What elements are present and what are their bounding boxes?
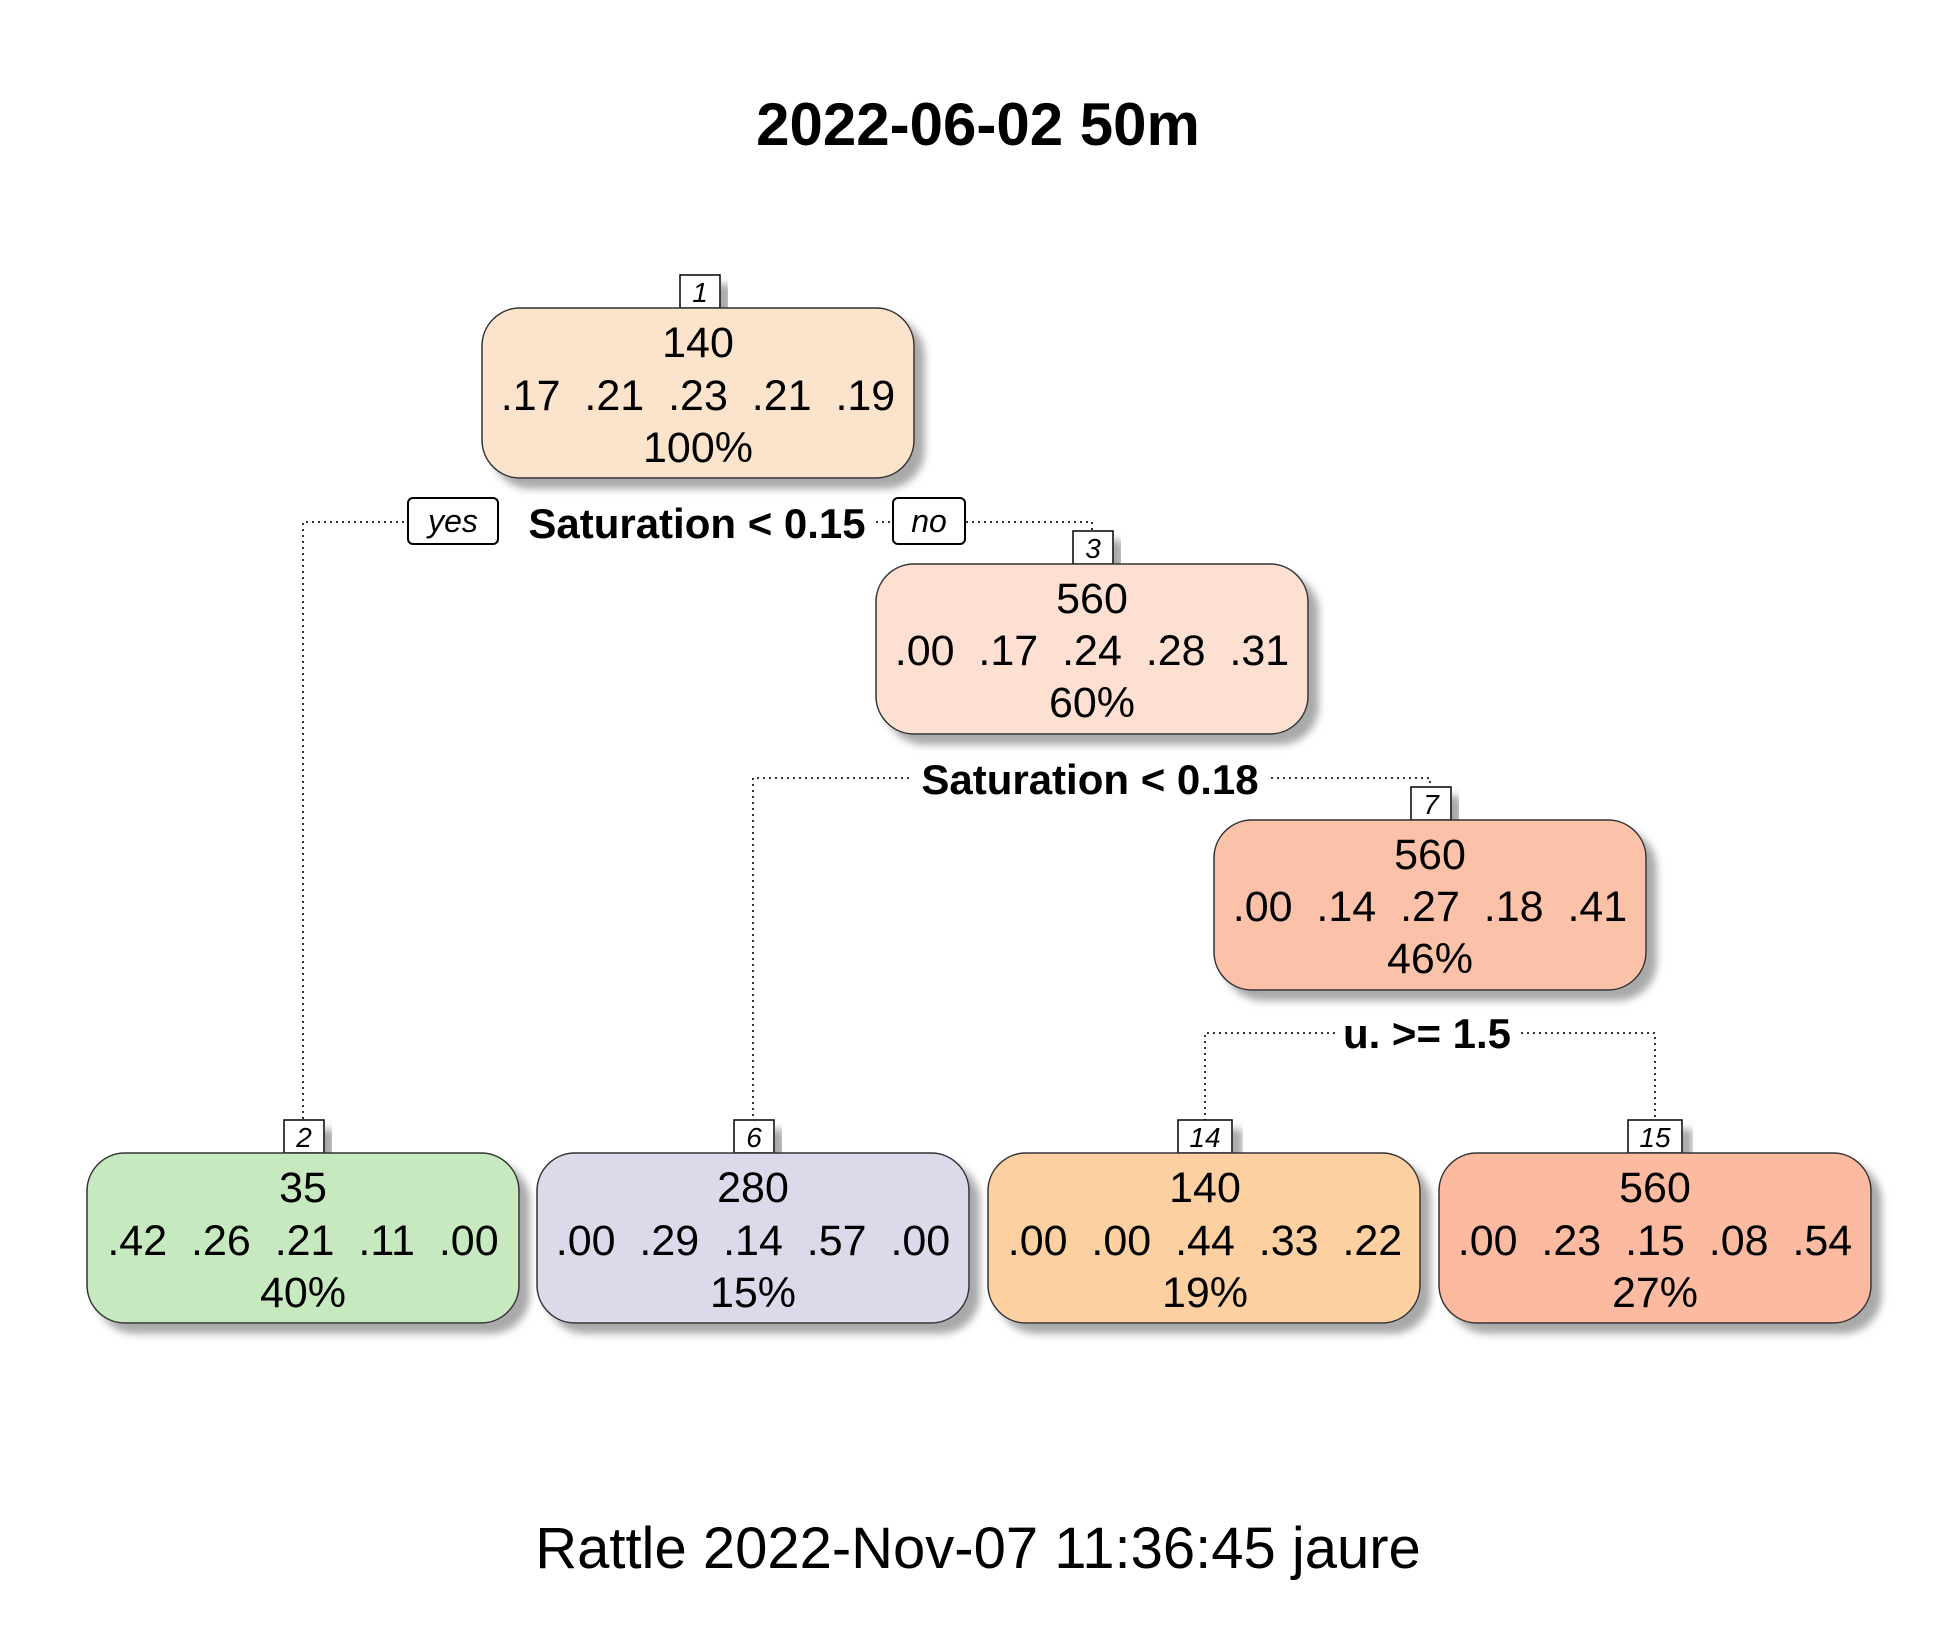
node-box [1213,819,1647,991]
node-value: 140 [662,319,734,367]
node-id-box [733,1119,775,1154]
node-value: 560 [1394,831,1466,879]
branch-no-text: no [911,503,947,539]
node-value: 140 [1169,1164,1241,1212]
node-box [875,563,1309,735]
split-bg-1 [520,498,872,548]
edge-7-15 [1515,1032,1656,1125]
node-probabilities: .17 .21 .23 .21 .19 [501,372,895,420]
node-percent: 27% [1612,1269,1698,1317]
node-probabilities: .00 .29 .14 .57 .00 [556,1217,950,1265]
node-percent: 100% [643,424,753,472]
branch-no-label: no [892,497,966,545]
tree-node-15: 15 560 .00 .23 .15 .08 .54 27% [1438,1119,1872,1324]
node-id-box [1410,786,1452,821]
node-percent: 19% [1162,1269,1248,1317]
tree-node-14: 14 140 .00 .00 .44 .33 .22 19% [987,1119,1421,1324]
node-id-box [1627,1119,1683,1154]
node-probabilities: .00 .23 .15 .08 .54 [1458,1217,1852,1265]
tree-node-1: 1 140 .17 .21 .23 .21 .19 100% [481,274,915,479]
tree-node-3: 3 560 .00 .17 .24 .28 .31 60% [875,530,1309,735]
node-percent: 60% [1049,679,1135,727]
node-probabilities: .00 .00 .44 .33 .22 [1008,1217,1402,1265]
node-value: 280 [717,1164,789,1212]
node-id-label: 6 [746,1122,762,1153]
node-id-box [283,1119,325,1154]
split-bg-3 [912,754,1267,804]
branch-yes-box [407,497,499,545]
branch-yes-label: yes [407,497,499,545]
split-bg-7 [1337,1008,1517,1058]
node-percent: 40% [260,1269,346,1317]
node-box [987,1152,1421,1324]
tree-node-2: 2 35 .42 .26 .21 .11 .00 40% [86,1119,520,1324]
node-id-label: 3 [1085,533,1101,564]
edge-7-14 [1204,1032,1335,1125]
edge-3-7 [1265,777,1431,786]
split-label-node-3: Saturation < 0.18 [921,756,1258,803]
node-box [86,1152,520,1324]
node-probabilities: .42 .26 .21 .11 .00 [107,1217,498,1265]
tree-node-7: 7 560 .00 .14 .27 .18 .41 46% [1213,786,1647,991]
node-box [481,307,915,479]
edge-3-6 [752,777,915,1125]
node-value: 560 [1056,575,1128,623]
node-value: 35 [279,1164,327,1212]
plot-title: 2022-06-02 50m [756,91,1200,158]
node-probabilities: .00 .14 .27 .18 .41 [1233,883,1627,931]
branch-no-box [892,497,966,545]
node-percent: 15% [710,1269,796,1317]
node-percent: 46% [1387,935,1473,983]
split-label-node-7: u. >= 1.5 [1343,1010,1511,1057]
node-box [536,1152,970,1324]
branch-yes-text: yes [426,503,478,539]
footer-caption: Rattle 2022-Nov-07 11:36:45 jaure [535,1516,1421,1581]
node-id-label: 15 [1639,1122,1671,1153]
split-label-node-1: Saturation < 0.15 [528,500,865,547]
node-value: 560 [1619,1164,1691,1212]
node-id-label: 2 [295,1122,312,1153]
node-id-label: 1 [692,277,708,308]
edge-1-2 [302,521,410,1125]
node-id-label: 14 [1189,1122,1220,1153]
node-id-label: 7 [1423,789,1440,820]
node-probabilities: .00 .17 .24 .28 .31 [895,627,1289,675]
node-box [1438,1152,1872,1324]
tree-node-6: 6 280 .00 .29 .14 .57 .00 15% [536,1119,970,1324]
